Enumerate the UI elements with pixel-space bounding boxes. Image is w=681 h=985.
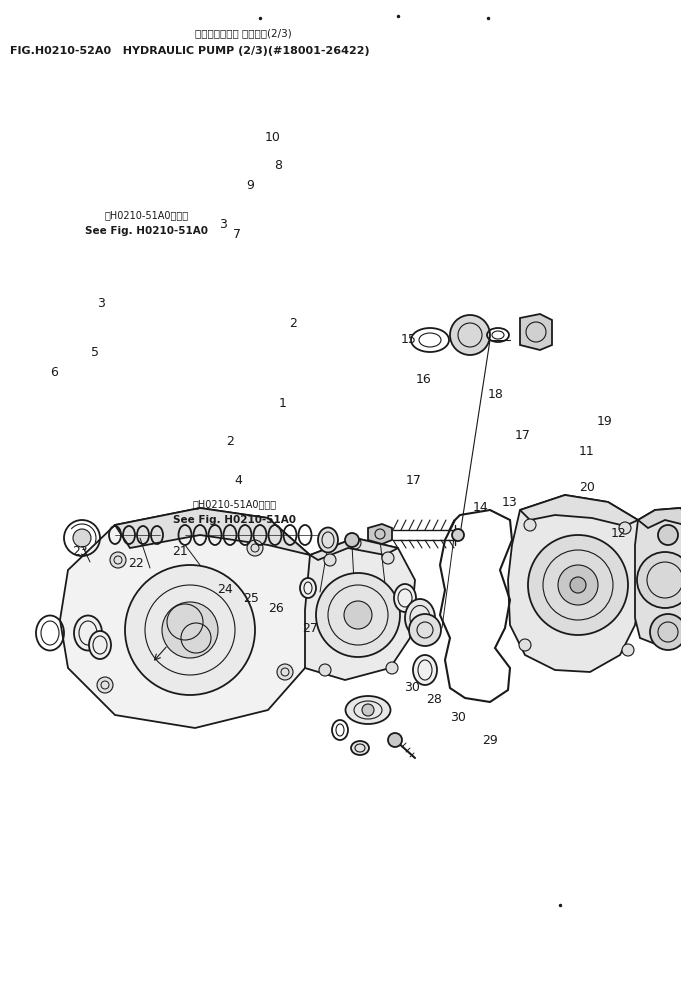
Text: 2: 2	[226, 434, 234, 448]
Circle shape	[570, 577, 586, 593]
Text: 6: 6	[50, 365, 59, 379]
Text: 第H0210-51A0図参照: 第H0210-51A0図参照	[104, 210, 189, 220]
Circle shape	[619, 522, 631, 534]
Circle shape	[388, 733, 402, 747]
Text: 17: 17	[406, 474, 422, 488]
Circle shape	[658, 525, 678, 545]
Circle shape	[125, 565, 255, 695]
Text: 27: 27	[302, 622, 318, 635]
Text: 12: 12	[610, 527, 627, 541]
Circle shape	[277, 664, 293, 680]
Circle shape	[324, 554, 336, 566]
Circle shape	[319, 664, 331, 676]
Text: 14: 14	[472, 500, 488, 514]
Circle shape	[162, 602, 218, 658]
Text: 13: 13	[501, 495, 518, 509]
Ellipse shape	[394, 584, 416, 612]
Polygon shape	[520, 495, 638, 526]
Circle shape	[650, 614, 681, 650]
Text: 3: 3	[219, 218, 227, 231]
Text: 3: 3	[97, 296, 105, 310]
Ellipse shape	[413, 655, 437, 685]
Circle shape	[409, 614, 441, 646]
Text: 15: 15	[400, 333, 417, 347]
Circle shape	[637, 552, 681, 608]
Text: See Fig. H0210-51A0: See Fig. H0210-51A0	[174, 515, 296, 525]
Circle shape	[247, 540, 263, 556]
Text: 7: 7	[233, 228, 241, 241]
Circle shape	[450, 315, 490, 355]
Text: See Fig. H0210-51A0: See Fig. H0210-51A0	[85, 226, 208, 235]
Text: 9: 9	[247, 178, 255, 192]
Polygon shape	[520, 314, 552, 350]
Circle shape	[528, 535, 628, 635]
Circle shape	[382, 552, 394, 564]
Text: 25: 25	[242, 592, 259, 606]
Text: 8: 8	[274, 159, 282, 172]
Polygon shape	[305, 538, 415, 680]
Ellipse shape	[89, 631, 111, 659]
Text: 10: 10	[264, 131, 281, 145]
Circle shape	[519, 639, 531, 651]
Ellipse shape	[318, 528, 338, 553]
Circle shape	[316, 573, 400, 657]
Text: 19: 19	[597, 415, 613, 428]
Ellipse shape	[405, 599, 435, 637]
Circle shape	[345, 533, 359, 547]
Circle shape	[97, 677, 113, 693]
Text: 21: 21	[172, 545, 189, 558]
Ellipse shape	[345, 696, 390, 724]
Circle shape	[362, 704, 374, 716]
Polygon shape	[60, 508, 318, 728]
Polygon shape	[115, 508, 310, 555]
Circle shape	[622, 644, 634, 656]
Text: 23: 23	[72, 545, 89, 558]
Text: FIG.H0210-52A0   HYDRAULIC PUMP (2/3)(#18001-26422): FIG.H0210-52A0 HYDRAULIC PUMP (2/3)(#180…	[10, 46, 370, 56]
Text: 18: 18	[488, 387, 504, 401]
Circle shape	[73, 529, 91, 547]
Ellipse shape	[300, 578, 316, 598]
Text: 20: 20	[579, 481, 595, 494]
Circle shape	[110, 552, 126, 568]
Ellipse shape	[351, 741, 369, 755]
Text: 5: 5	[91, 346, 99, 360]
Polygon shape	[635, 508, 681, 645]
Text: 11: 11	[579, 444, 595, 458]
Text: 29: 29	[482, 734, 498, 748]
Circle shape	[524, 519, 536, 531]
Text: ハイドロリック ポンプ　(2/3): ハイドロリック ポンプ (2/3)	[195, 28, 291, 38]
Circle shape	[386, 662, 398, 674]
Circle shape	[344, 601, 372, 629]
Ellipse shape	[74, 616, 102, 650]
Polygon shape	[310, 538, 398, 560]
Text: 22: 22	[128, 557, 144, 570]
Text: 26: 26	[268, 602, 284, 616]
Polygon shape	[368, 524, 392, 544]
Text: 4: 4	[234, 474, 242, 488]
Text: 1: 1	[279, 397, 287, 411]
Polygon shape	[638, 508, 681, 528]
Text: 30: 30	[404, 681, 420, 694]
Polygon shape	[508, 495, 645, 672]
Circle shape	[558, 565, 598, 605]
Text: 30: 30	[449, 710, 466, 724]
Text: 24: 24	[217, 582, 233, 596]
Text: 2: 2	[289, 316, 297, 330]
Text: 16: 16	[415, 372, 432, 386]
Circle shape	[452, 529, 464, 541]
Text: 第H0210-51A0図参照: 第H0210-51A0図参照	[193, 499, 277, 509]
Text: 28: 28	[426, 692, 443, 706]
Text: 17: 17	[515, 428, 531, 442]
